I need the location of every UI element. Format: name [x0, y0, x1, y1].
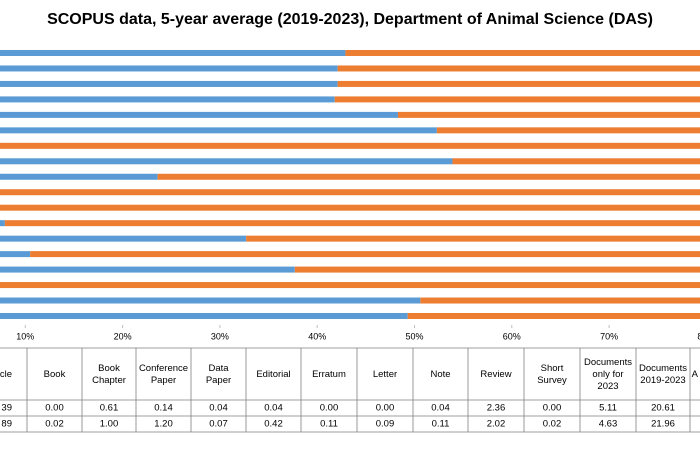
column-header: Book — [44, 369, 66, 380]
table-cell: 0.02 — [45, 419, 64, 430]
bar-segment — [0, 266, 295, 273]
column-header: Book Chapter — [92, 363, 126, 386]
bar-segment — [0, 220, 5, 227]
table-cell: 0.11 — [320, 419, 338, 430]
table-cell: 1.00 — [100, 419, 119, 430]
table-cell: 0.11 — [432, 419, 450, 430]
x-tick-label: 30% — [211, 331, 229, 341]
table-cell: 0.04 — [209, 403, 228, 414]
bar-segment — [420, 297, 700, 304]
bar-segment — [246, 235, 700, 242]
column-header: Short Survey — [537, 363, 567, 386]
bar-segment — [337, 65, 700, 72]
column-header: Documents 2019-2023 — [639, 363, 687, 386]
table-cell: 0.61 — [100, 403, 119, 414]
bar-segment — [0, 204, 700, 211]
x-tick-label: 10% — [16, 331, 34, 341]
x-tick-label: 70% — [600, 331, 618, 341]
bar-segment — [0, 96, 335, 103]
bar-segment — [0, 189, 700, 196]
table-cell: 0.07 — [209, 419, 228, 430]
x-tick-label: 60% — [503, 331, 521, 341]
table-cell: 2.02 — [487, 419, 506, 430]
table-cell: 0.00 — [320, 403, 339, 414]
column-header: Review — [480, 369, 511, 380]
bar-segment — [0, 80, 338, 87]
column-header: Editorial — [256, 369, 290, 380]
table-cell: 0.04 — [431, 403, 450, 414]
bar-segment — [0, 127, 437, 134]
table-cell: 2.36 — [487, 403, 506, 414]
x-tick-label: 40% — [308, 331, 326, 341]
column-header: Data Paper — [206, 363, 231, 386]
bar-segment — [294, 266, 700, 273]
table-cell: 0.09 — [376, 419, 395, 430]
table-cell: 21.96 — [651, 419, 675, 430]
x-tick-label: 80% — [697, 331, 700, 341]
bar-segment — [0, 235, 247, 242]
table-cell: 4.63 — [599, 419, 618, 430]
table-cell: 0.14 — [154, 403, 173, 414]
bar-segment — [334, 96, 700, 103]
bar-segment — [0, 173, 158, 180]
bar-segment — [4, 220, 700, 227]
bar-segment — [0, 50, 346, 56]
table-cell: 0.00 — [376, 403, 395, 414]
x-tick-label: 50% — [405, 331, 423, 341]
bar-segment — [0, 251, 31, 258]
table-cell: 0.04 — [264, 403, 283, 414]
bar-segment — [407, 312, 700, 319]
bar-segment — [452, 158, 700, 165]
column-header: Letter — [373, 369, 397, 380]
bar-segment — [345, 50, 700, 56]
bar-segment — [30, 251, 700, 258]
bar-segment — [0, 142, 700, 149]
x-tick-label: 20% — [114, 331, 132, 341]
bar-segment — [0, 158, 453, 165]
column-header: cle — [0, 369, 12, 380]
bar-segment — [0, 297, 421, 304]
bar-segment — [0, 312, 408, 319]
column-header: Documents only for 2023 — [584, 357, 632, 392]
column-header: Conference Paper — [139, 363, 188, 386]
table-cell: 0.42 — [264, 419, 283, 430]
table-cell: 20.61 — [651, 403, 675, 414]
table-cell: 89 — [1, 419, 12, 430]
bar-segment — [0, 282, 700, 289]
column-header: Note — [430, 369, 450, 380]
column-header: Erratum — [312, 369, 346, 380]
bar-segment — [157, 173, 700, 180]
bar-segment — [0, 111, 398, 118]
bar-segment — [337, 80, 700, 87]
chart-title: SCOPUS data, 5-year average (2019-2023),… — [47, 11, 653, 28]
bar-segment — [0, 65, 338, 72]
bar-segment — [397, 111, 700, 118]
table-cell: 0.02 — [543, 419, 562, 430]
table-cell: 39 — [1, 403, 12, 414]
table-cell: 1.20 — [154, 419, 173, 430]
column-header: A — [692, 369, 699, 380]
table-cell: 0.00 — [543, 403, 562, 414]
bar-segment — [436, 127, 700, 134]
table-cell: 5.11 — [599, 403, 617, 414]
table-cell: 0.00 — [45, 403, 64, 414]
